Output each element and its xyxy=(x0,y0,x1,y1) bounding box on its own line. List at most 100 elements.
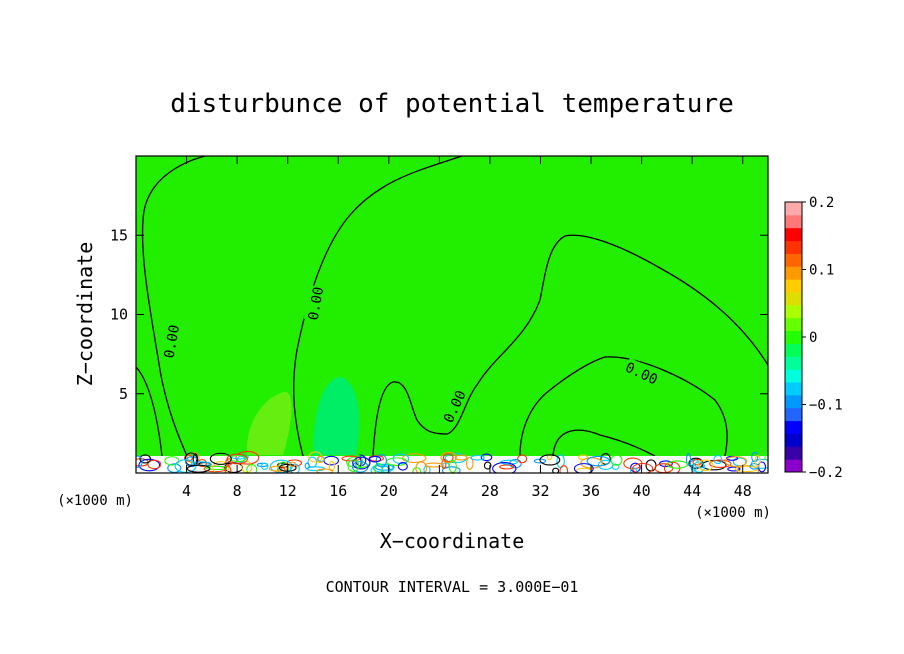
x-unit-left: (×1000 m) xyxy=(57,493,133,509)
surface-noise-swirl xyxy=(147,459,162,470)
surface-noise-swirl xyxy=(304,462,310,470)
colorbar-segment xyxy=(785,420,802,434)
colorbar-tick-label: 0 xyxy=(809,330,817,346)
surface-noise-swirl xyxy=(347,459,360,473)
x-tick-label: 48 xyxy=(734,482,752,500)
surface-noise-swirl xyxy=(441,466,461,473)
x-tick-label: 4 xyxy=(182,482,191,500)
surface-noise-swirl xyxy=(500,459,518,465)
colorbar-segment xyxy=(785,253,802,267)
surface-noise-swirl xyxy=(412,467,422,473)
surface-noise-swirl xyxy=(236,455,246,463)
surface-noise-swirl xyxy=(573,463,594,473)
surface-noise-swirl xyxy=(260,462,269,470)
plot-background xyxy=(136,156,768,473)
colorbar-segment xyxy=(785,279,802,293)
x-tick-label: 20 xyxy=(380,482,398,500)
x-axis-ticks: 4 8 12 16 20 24 28 32 36 40 44 48 xyxy=(182,156,752,500)
colorbar-segment xyxy=(785,433,802,447)
y-axis-label: Z−coordinate xyxy=(73,242,97,387)
surface-noise-swirl xyxy=(316,455,325,463)
surface-noise xyxy=(136,450,768,473)
surface-noise-swirl xyxy=(539,454,561,466)
surface-noise-swirl xyxy=(289,461,296,467)
surface-noise-swirl xyxy=(724,456,748,467)
surface-noise-swirl xyxy=(713,454,723,465)
colorbar-segment xyxy=(785,330,802,344)
surface-noise-swirl xyxy=(209,452,232,465)
colorbar-segment xyxy=(785,227,802,242)
surface-noise-swirl xyxy=(397,462,408,471)
surface-noise-swirl xyxy=(374,462,383,473)
surface-noise-swirl xyxy=(440,451,457,464)
negative-anomaly xyxy=(313,377,360,455)
contour-label: 0.00 xyxy=(306,286,328,322)
footer-note: CONTOUR INTERVAL = 3.000E−01 xyxy=(326,578,579,596)
colorbar-segment xyxy=(785,292,802,306)
y-tick-label: 15 xyxy=(110,226,128,244)
surface-noise-swirl xyxy=(499,464,515,470)
surface-noise-swirl xyxy=(517,454,528,464)
surface-noise-swirl xyxy=(692,461,706,473)
contour-label-bg xyxy=(439,387,469,426)
contour-label-bg xyxy=(159,323,183,360)
x-tick-label: 28 xyxy=(481,482,499,500)
colorbar-segment xyxy=(785,266,802,280)
x-tick-label: 44 xyxy=(683,482,701,500)
y-tick-label: 10 xyxy=(110,306,128,324)
surface-noise-swirl xyxy=(225,458,233,466)
surface-noise-swirl xyxy=(470,454,485,461)
colorbar-segment xyxy=(785,369,802,383)
contour-line xyxy=(372,234,768,457)
surface-noise-swirl xyxy=(442,453,454,463)
colorbar-segment xyxy=(785,459,802,473)
contour-line xyxy=(136,366,163,457)
x-unit-right: (×1000 m) xyxy=(695,505,771,521)
surface-noise-swirl xyxy=(235,450,260,465)
colorbar-segment xyxy=(785,356,802,370)
contour-line xyxy=(519,356,728,457)
surface-noise-swirl xyxy=(224,465,232,473)
surface-noise-swirl xyxy=(727,466,741,472)
surface-noise-swirl xyxy=(246,464,258,473)
surface-noise-swirl xyxy=(424,462,444,468)
surface-noise-swirl xyxy=(392,453,410,464)
surface-noise-swirl xyxy=(375,454,387,468)
surface-noise-swirl xyxy=(229,454,247,463)
surface-noise-swirl xyxy=(186,464,211,473)
surface-noise-swirl xyxy=(352,456,371,470)
surface-noise-swirl xyxy=(466,456,474,470)
y-tick-label: 5 xyxy=(119,385,128,403)
surface-noise-swirl xyxy=(725,455,739,461)
contour-line xyxy=(141,156,206,457)
surface-noise-swirl xyxy=(183,454,193,462)
positive-anomaly xyxy=(246,391,292,455)
surface-noise-swirl xyxy=(212,460,230,473)
surface-noise-swirl xyxy=(268,465,288,472)
surface-noise-swirl xyxy=(754,454,761,467)
surface-noise-swirl xyxy=(586,455,611,467)
surface-noise-swirl xyxy=(559,465,569,473)
surface-noise-swirl xyxy=(454,454,468,461)
surface-noise-swirl xyxy=(205,465,228,471)
surface-noise-swirl xyxy=(597,459,614,471)
surface-noise-swirl xyxy=(277,461,289,473)
surface-noise-swirl xyxy=(697,459,714,472)
surface-noise-swirl xyxy=(709,459,732,469)
colorbar-tick-label: −0.2 xyxy=(809,465,843,481)
surface-noise-swirl xyxy=(685,453,692,466)
x-tick-label: 8 xyxy=(233,482,242,500)
y-axis-ticks: 5 10 15 xyxy=(110,226,768,403)
surface-noise-swirl xyxy=(492,462,517,473)
surface-noise-swirl xyxy=(174,459,197,473)
surface-noise-swirl xyxy=(136,455,143,468)
x-tick-label: 12 xyxy=(279,482,297,500)
colorbar-segment xyxy=(785,214,802,229)
colorbar-tick-label: 0.2 xyxy=(809,195,834,211)
surface-noise-swirl xyxy=(764,454,768,461)
x-tick-label: 16 xyxy=(329,482,347,500)
surface-noise-swirl xyxy=(167,463,182,473)
contour-label: 0.00 xyxy=(162,324,184,360)
colorbar-tick-label: 0.1 xyxy=(809,263,834,279)
